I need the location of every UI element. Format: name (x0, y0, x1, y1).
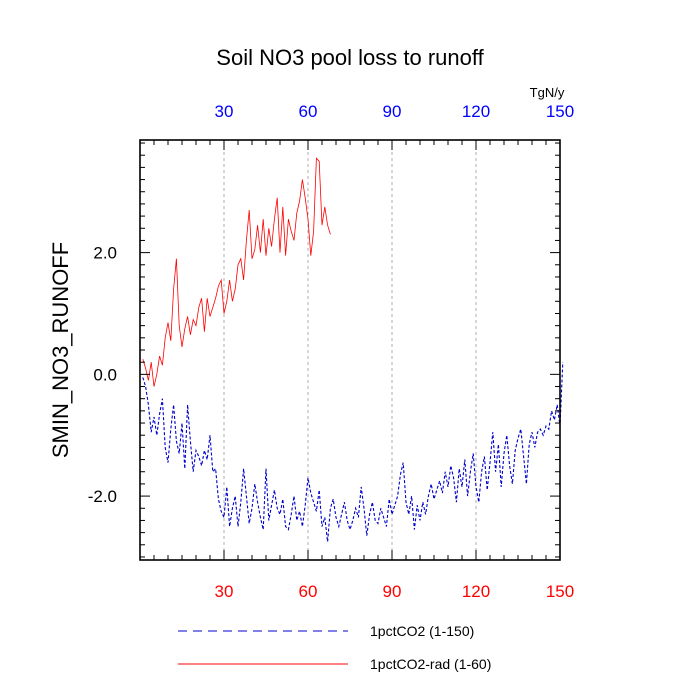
x-tick-label-top-30: 30 (215, 102, 234, 121)
x-tick-label-top-150: 150 (546, 102, 574, 121)
y-axis-label: SMIN_NO3_RUNOFF (48, 242, 73, 458)
series-line-1pctco2 (142, 362, 564, 542)
x-tick-label-bottom-90: 90 (383, 582, 402, 601)
y-tick-label: 2.0 (93, 244, 117, 263)
series-lines (142, 157, 564, 542)
x-tick-label-bottom-30: 30 (215, 582, 234, 601)
legend-label-1pctco2-rad: 1pctCO2-rad (1-60) (370, 656, 491, 672)
grid-lines (223, 140, 477, 560)
y-tick-label: 0.0 (93, 365, 117, 384)
units-label: TgN/y (530, 85, 565, 100)
legend-label-1pctco2: 1pctCO2 (1-150) (370, 623, 474, 639)
axes: 30 60 90 120 150 30 60 90 120 150 2.0 0.0 -2.0 (88, 102, 574, 601)
x-tick-label-top-90: 90 (383, 102, 402, 121)
y-tick-label: -2.0 (88, 487, 117, 506)
legend: 1pctCO2 (1-150) 1pctCO2-rad (1-60) (178, 623, 491, 672)
x-tick-label-top-60: 60 (299, 102, 318, 121)
series-line-1pctco2-rad (142, 157, 331, 387)
x-tick-label-top-120: 120 (462, 102, 490, 121)
chart-title: Soil NO3 pool loss to runoff (216, 45, 484, 70)
x-tick-label-bottom-120: 120 (462, 582, 490, 601)
x-tick-label-bottom-150: 150 (546, 582, 574, 601)
x-tick-label-bottom-60: 60 (299, 582, 318, 601)
plot-frame (139, 139, 561, 561)
